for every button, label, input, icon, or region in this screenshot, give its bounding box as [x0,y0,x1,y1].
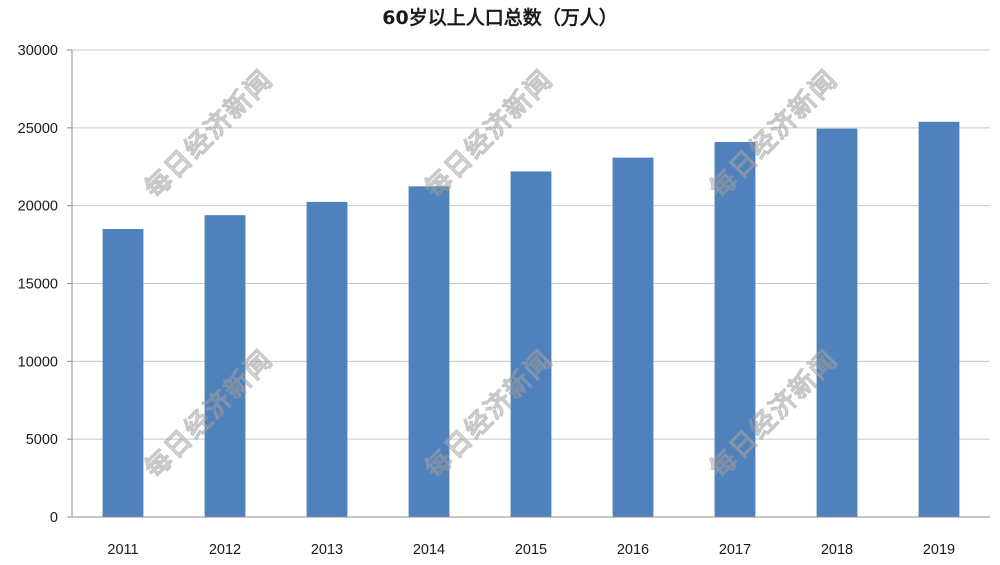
y-tick-label: 30000 [18,43,58,59]
bar-2016 [612,157,654,517]
y-tick-label: 20000 [18,199,58,215]
y-tick-label: 0 [50,510,58,526]
watermark-text: 每日经济新闻 [139,64,280,205]
bar-2012 [204,215,246,517]
y-tick-label: 5000 [26,432,58,448]
x-tick-label: 2015 [515,542,547,558]
bar-2018 [816,128,858,517]
x-tick-label: 2014 [413,542,445,558]
y-axis-ticks: 0 5000 10000 15000 20000 25000 30000 [18,43,58,526]
x-tick-label: 2016 [617,542,649,558]
bar-2015 [510,171,552,518]
bar-2013 [306,201,348,517]
y-tick-label: 25000 [18,121,58,137]
x-tick-label: 2012 [209,542,241,558]
x-tick-label: 2019 [923,542,955,558]
bar-2019 [918,121,960,518]
x-tick-label: 2018 [821,542,853,558]
x-axis-ticks: 2011 2012 2013 2014 2015 2016 2017 2018 2019 [107,542,955,558]
bar-2011 [102,229,144,517]
bar-2014 [408,186,450,517]
x-tick-label: 2011 [107,542,138,558]
bars [102,121,960,518]
chart-title: 60岁以上人口总数（万人） [382,6,617,29]
x-tick-label: 2017 [719,542,751,558]
y-tick-label: 15000 [18,277,58,293]
axes [67,49,990,518]
x-tick-label: 2013 [311,542,343,558]
bar-2017 [714,141,756,517]
y-tick-label: 10000 [18,354,58,370]
